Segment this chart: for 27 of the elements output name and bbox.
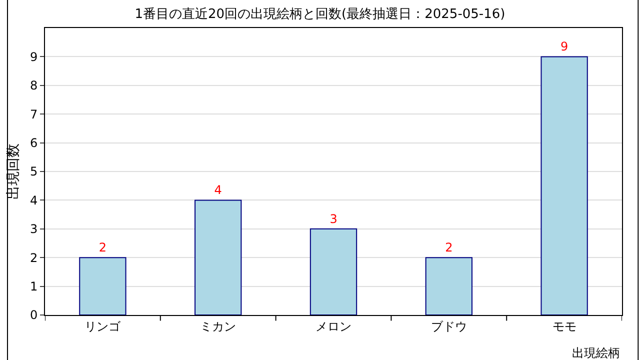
- y-tick-label: 8: [30, 78, 38, 93]
- x-tick-label: ミカン: [200, 319, 236, 334]
- data-label: 3: [330, 212, 338, 226]
- bar: [425, 257, 472, 315]
- y-tick-label: 0: [30, 308, 38, 322]
- y-tick-label: 1: [30, 280, 38, 294]
- y-tick-label: 9: [30, 50, 38, 64]
- x-tick-label: モモ: [552, 319, 576, 334]
- data-label: 2: [98, 240, 107, 255]
- x-axis-title: 出現絵柄: [572, 346, 620, 360]
- bar: [540, 56, 588, 315]
- bar: [194, 200, 242, 315]
- bar: [310, 228, 358, 315]
- chart-title: 1番目の直近20回の出現絵柄と回数(最終抽選日：2025-05-16): [134, 7, 506, 22]
- y-tick-label: 6: [30, 136, 38, 150]
- y-tick-label: 2: [30, 250, 38, 265]
- data-label: 4: [214, 183, 222, 198]
- bar: [79, 257, 126, 315]
- x-tick-label: リンゴ: [84, 319, 122, 334]
- y-tick-label: 5: [30, 164, 38, 179]
- y-tick-label: 3: [30, 222, 38, 236]
- x-tick-label: メロン: [316, 319, 352, 334]
- x-tick-label: ブドウ: [430, 319, 467, 334]
- data-label: 9: [560, 40, 568, 54]
- y-tick-label: 7: [30, 107, 38, 122]
- y-tick-label: 4: [30, 193, 38, 208]
- data-label: 2: [445, 240, 453, 255]
